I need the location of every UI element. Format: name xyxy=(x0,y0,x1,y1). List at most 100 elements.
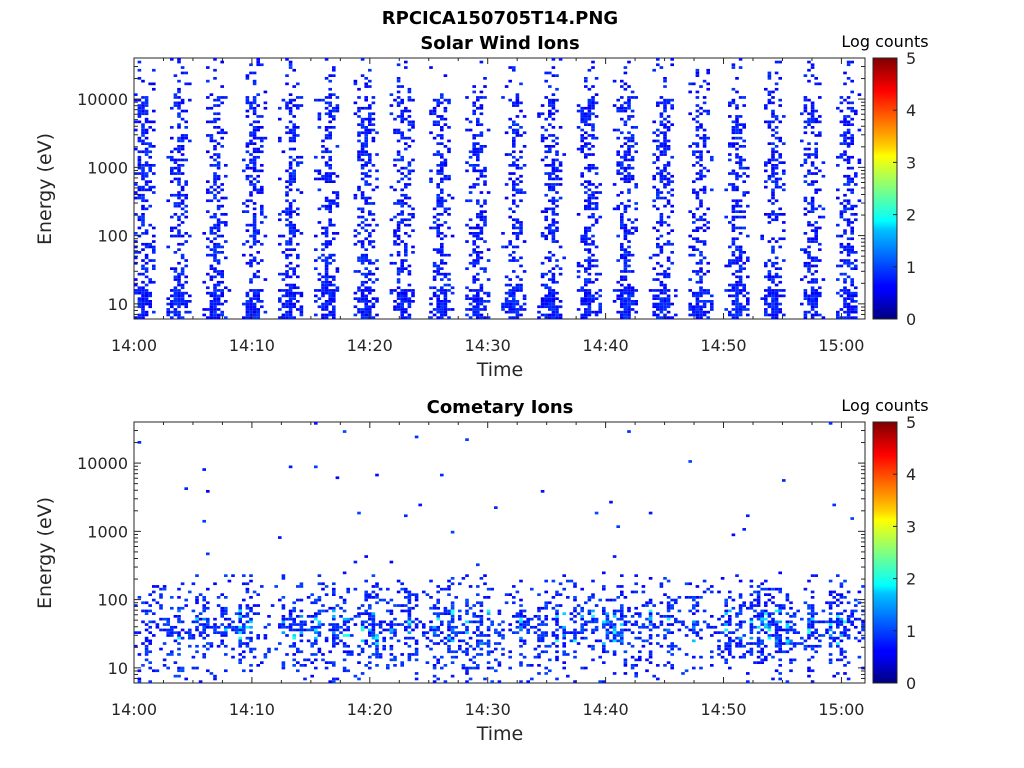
heatmap-cell xyxy=(173,674,178,678)
heatmap-cell xyxy=(627,308,631,311)
heatmap-cell xyxy=(472,169,476,173)
heatmap-cell xyxy=(310,661,314,664)
heatmap-cell xyxy=(281,272,286,276)
heatmap-cell xyxy=(252,310,257,314)
heatmap-cell xyxy=(767,161,772,164)
heatmap-cell xyxy=(742,286,746,290)
heatmap-cell xyxy=(400,188,404,192)
heatmap-cell xyxy=(429,302,433,306)
heatmap-cell xyxy=(371,272,376,276)
heatmap-cell xyxy=(512,131,516,135)
heatmap-cell xyxy=(396,267,401,270)
heatmap-cell xyxy=(584,267,588,270)
heatmap-cell xyxy=(742,226,746,230)
heatmap-cell xyxy=(663,297,667,300)
heatmap-cell xyxy=(180,316,185,319)
heatmap-cell xyxy=(807,267,811,270)
heatmap-cell xyxy=(360,240,365,243)
heatmap-cell xyxy=(659,174,664,178)
heatmap-cell xyxy=(465,609,469,613)
heatmap-cell xyxy=(242,623,246,626)
heatmap-cell xyxy=(281,302,286,306)
heatmap-cell xyxy=(249,234,253,238)
heatmap-cell xyxy=(296,647,300,651)
heatmap-cell xyxy=(141,215,145,219)
heatmap-cell xyxy=(353,305,358,309)
heatmap-cell xyxy=(371,188,376,192)
heatmap-cell xyxy=(260,221,264,224)
heatmap-cell xyxy=(587,248,592,251)
heatmap-cell xyxy=(292,283,296,287)
heatmap-cell xyxy=(249,631,253,634)
heatmap-cell xyxy=(184,136,188,140)
heatmap-cell xyxy=(371,302,376,306)
heatmap-cell xyxy=(252,126,257,129)
heatmap-cell xyxy=(742,166,746,170)
heatmap-cell xyxy=(407,223,412,227)
heatmap-cell xyxy=(857,158,862,162)
heatmap-cell xyxy=(152,128,156,132)
heatmap-cell xyxy=(137,98,142,102)
heatmap-cell xyxy=(738,267,743,270)
heatmap-cell xyxy=(141,185,145,189)
heatmap-cell xyxy=(656,196,660,200)
y-tick-label: 10000 xyxy=(77,90,128,109)
heatmap-cell xyxy=(317,256,322,260)
heatmap-cell xyxy=(688,210,692,213)
heatmap-cell xyxy=(537,310,541,314)
heatmap-cell xyxy=(184,215,188,219)
heatmap-cell xyxy=(666,215,671,219)
heatmap-cell xyxy=(260,126,264,129)
heatmap-cell xyxy=(818,131,822,135)
heatmap-cell xyxy=(472,150,476,154)
heatmap-cell xyxy=(850,139,854,143)
heatmap-cell xyxy=(432,221,437,224)
heatmap-cell xyxy=(263,655,268,659)
heatmap-cell xyxy=(364,183,368,186)
heatmap-cell xyxy=(137,680,142,683)
heatmap-cell xyxy=(544,128,548,132)
heatmap-cell xyxy=(702,128,707,132)
heatmap-cell xyxy=(454,596,458,599)
heatmap-cell xyxy=(213,291,217,295)
heatmap-cell xyxy=(774,185,779,189)
heatmap-cell xyxy=(774,82,779,86)
heatmap-cell xyxy=(771,174,775,178)
heatmap-cell xyxy=(173,310,178,314)
heatmap-cell xyxy=(360,142,365,145)
heatmap-cell xyxy=(342,598,347,602)
heatmap-cell xyxy=(515,164,520,167)
heatmap-cell xyxy=(544,172,548,175)
heatmap-cell xyxy=(299,609,304,613)
heatmap-cell xyxy=(476,294,480,298)
heatmap-cell xyxy=(584,300,588,303)
heatmap-cell xyxy=(839,294,844,298)
heatmap-cell xyxy=(548,98,552,102)
heatmap-cell xyxy=(767,77,772,80)
heatmap-cell xyxy=(447,639,451,643)
heatmap-cell xyxy=(519,101,523,105)
heatmap-cell xyxy=(249,106,253,110)
heatmap-cell xyxy=(839,120,844,124)
heatmap-cell xyxy=(396,253,401,257)
heatmap-cell xyxy=(357,188,361,192)
heatmap-cell xyxy=(450,612,455,615)
heatmap-cell xyxy=(303,623,307,626)
heatmap-cell xyxy=(476,302,480,306)
heatmap-cell xyxy=(209,316,214,319)
heatmap-cell xyxy=(663,150,667,154)
heatmap-cell xyxy=(328,155,332,159)
heatmap-cell xyxy=(476,215,480,219)
heatmap-cell xyxy=(231,625,235,629)
heatmap-cell xyxy=(443,221,448,224)
heatmap-cell xyxy=(436,289,440,292)
heatmap-cell xyxy=(774,126,779,129)
heatmap-cell xyxy=(364,555,368,558)
heatmap-cell xyxy=(314,617,318,621)
heatmap-cell xyxy=(281,305,286,309)
heatmap-cell xyxy=(288,305,293,309)
heatmap-cell xyxy=(436,232,440,235)
heatmap-cell xyxy=(663,117,667,121)
heatmap-cell xyxy=(252,207,257,211)
heatmap-cell xyxy=(148,609,152,613)
